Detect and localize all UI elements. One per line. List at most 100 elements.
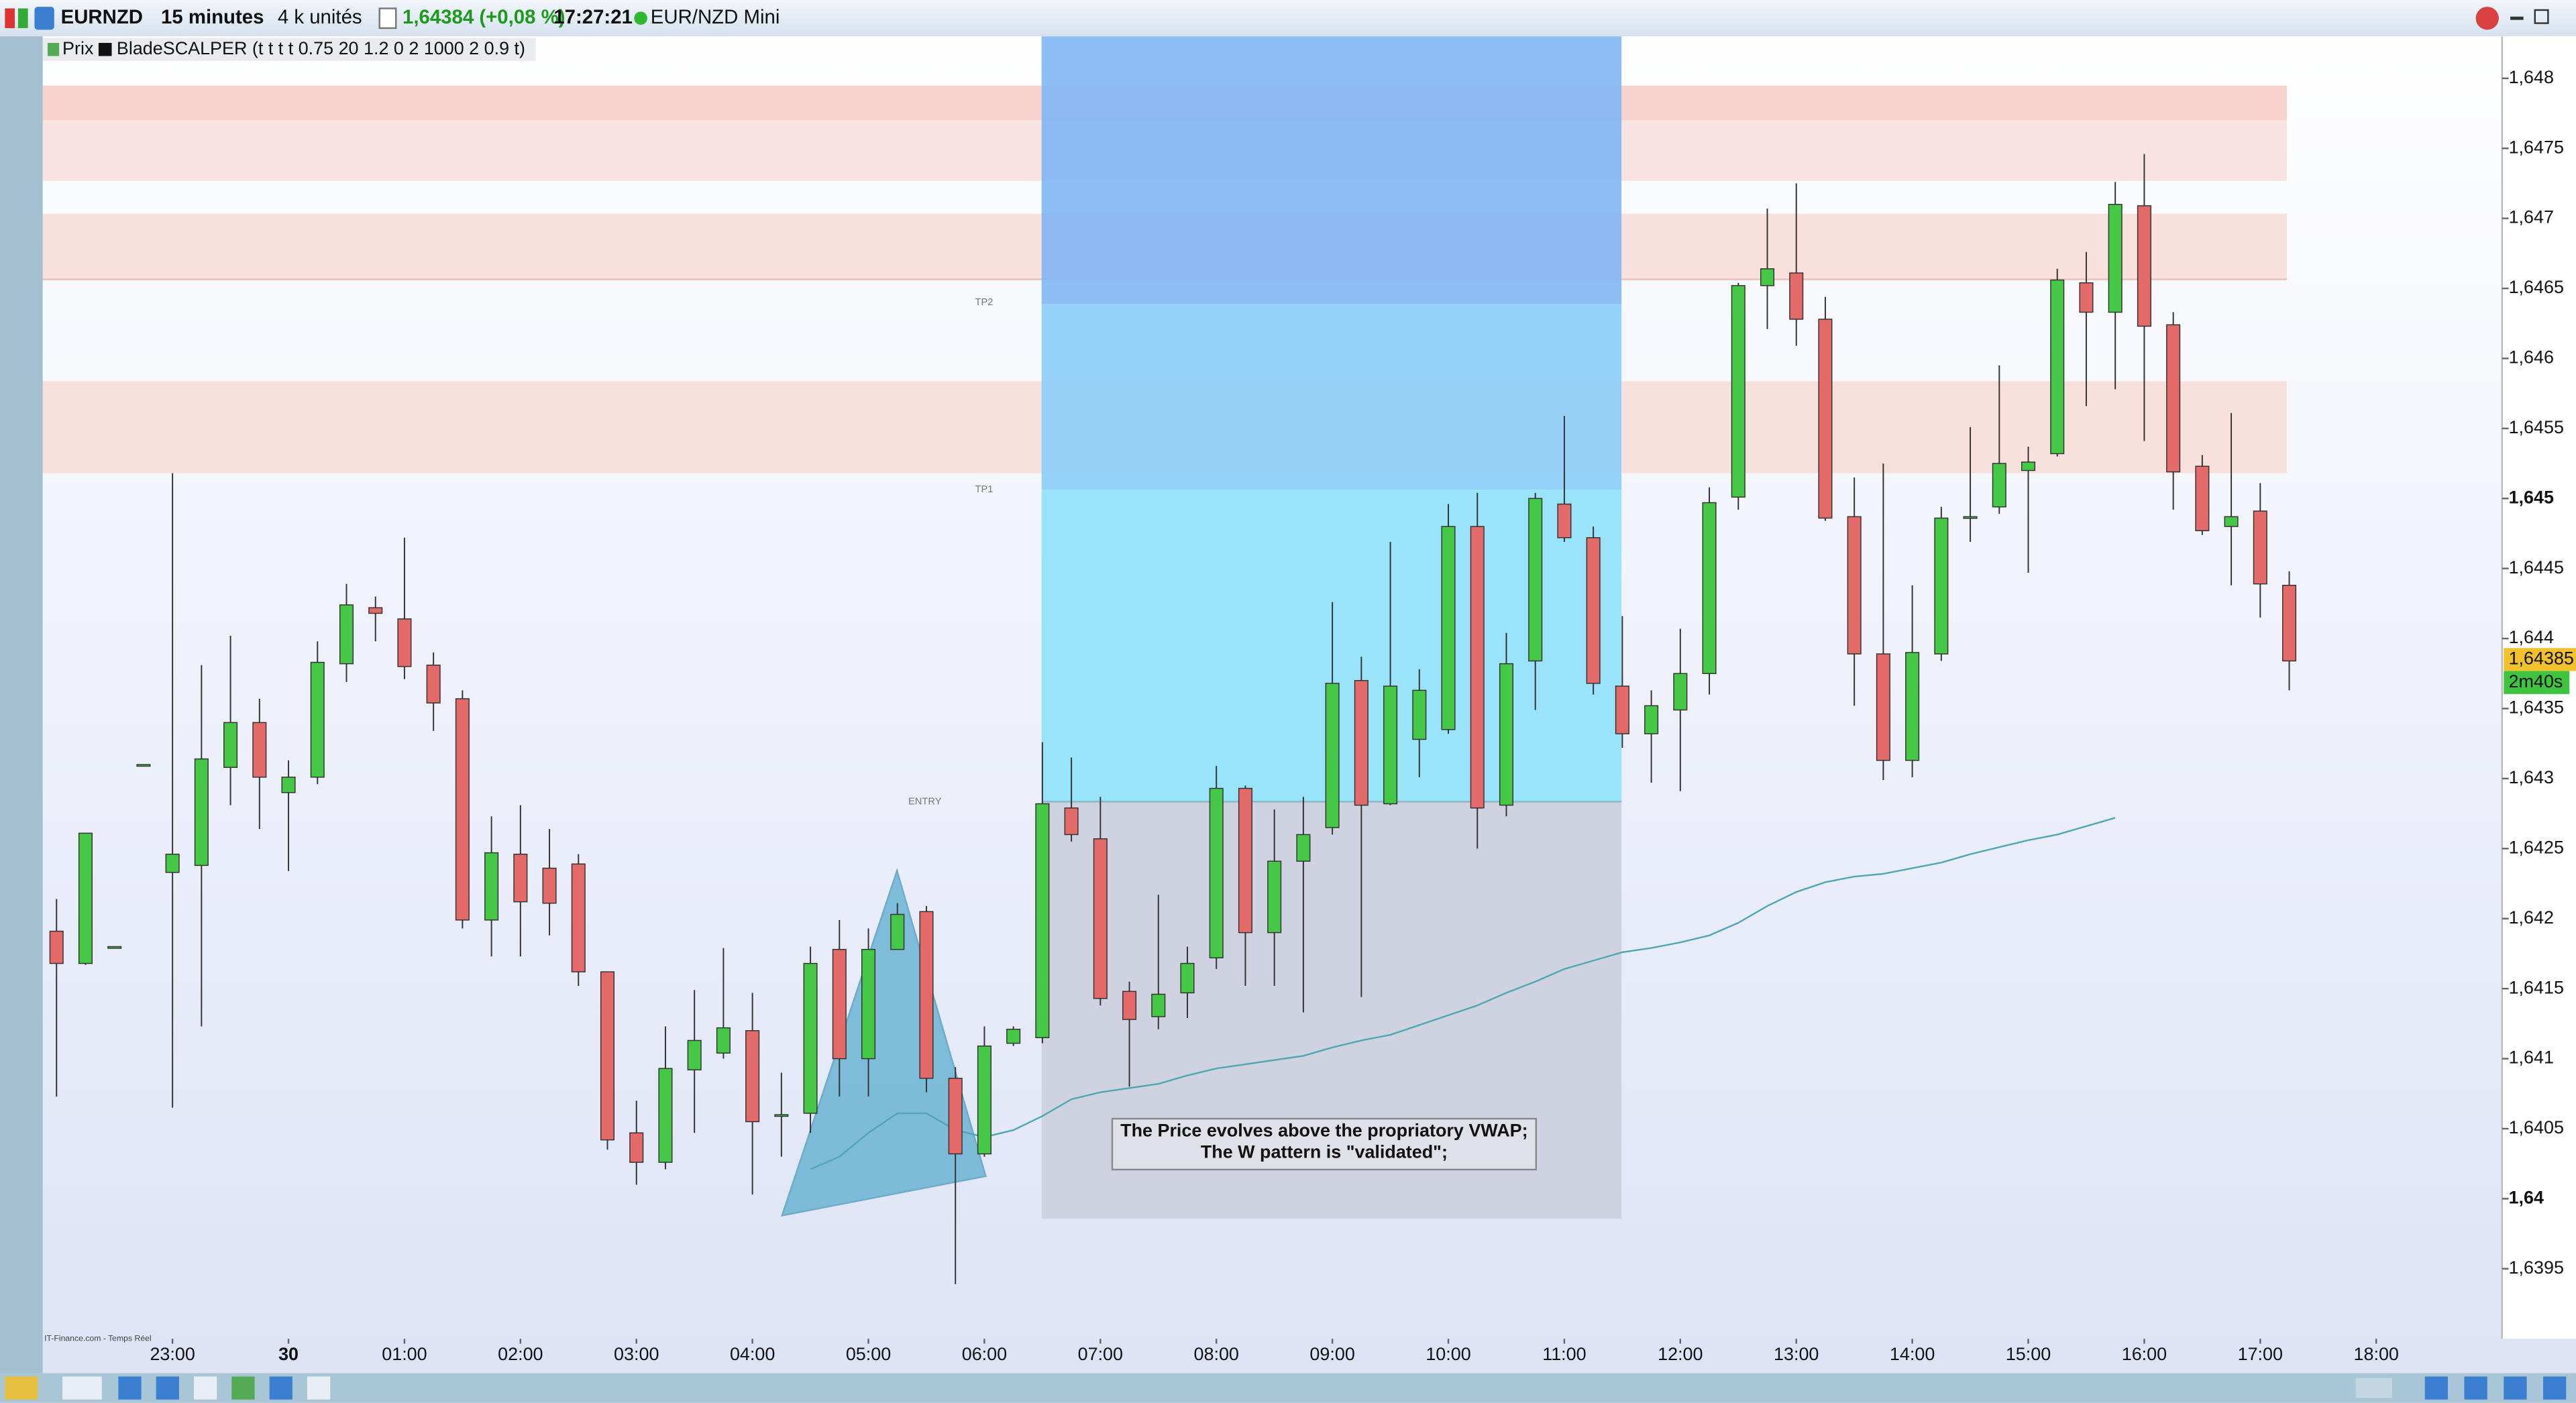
tool[interactable] [62, 1376, 102, 1400]
last-price-label: 1,64385 [2509, 649, 2574, 669]
scroll[interactable] [2355, 1378, 2392, 1398]
candle-body [1064, 807, 1079, 836]
y-tick-label: 1,6395 [2509, 1257, 2564, 1278]
tool[interactable] [307, 1376, 331, 1400]
symbol[interactable]: EURNZD [61, 6, 143, 28]
icon[interactable] [5, 8, 15, 28]
bottom-toolbar [0, 1373, 2576, 1403]
indicator-price[interactable]: Prix [62, 38, 94, 58]
y-tick-label: 1,646 [2509, 347, 2554, 368]
candle-body [1035, 803, 1050, 1038]
y-tick-label: 1,64 [2509, 1187, 2544, 1207]
icon[interactable] [17, 8, 28, 28]
candle-body [2282, 585, 2297, 662]
candle-body [2195, 465, 2210, 532]
candle-body [513, 853, 528, 903]
timer-label: 2m40s [2509, 671, 2563, 691]
x-tick-label: 03:00 [614, 1344, 659, 1364]
icon[interactable] [2475, 7, 2499, 30]
indicator-bar [42, 38, 536, 61]
candle-body [1702, 502, 1717, 675]
tool[interactable] [269, 1376, 292, 1400]
candle-body [890, 913, 905, 950]
candle-body [1992, 463, 2006, 508]
candle-body [1006, 1028, 1021, 1044]
y-tick-label: 1,6425 [2509, 837, 2564, 857]
footer: IT-Finance.com - Temps Réel [44, 1333, 152, 1343]
indicator-system[interactable]: BladeSCALPER (t t t t 0.75 20 1.2 0 2 10… [117, 38, 525, 58]
tool[interactable] [156, 1376, 179, 1400]
y-tick-label: 1,648 [2509, 67, 2554, 87]
candle-body [2166, 324, 2181, 473]
zoom-reset[interactable] [2543, 1376, 2567, 1400]
x-tick-label: 10:00 [1426, 1344, 1470, 1364]
candle-body [1325, 683, 1340, 828]
clock: 17:27:21 [553, 6, 633, 28]
candle-body [687, 1040, 702, 1071]
restore[interactable] [2534, 9, 2549, 24]
candle-body [1905, 652, 1920, 761]
candle-body [2253, 510, 2267, 585]
zoom-in[interactable] [2504, 1376, 2527, 1400]
x-tick-label: 12:00 [1658, 1344, 1703, 1364]
y-tick-label: 1,6475 [2509, 137, 2564, 157]
candle-body [1557, 503, 1572, 539]
y-tick-label: 1,6465 [2509, 277, 2564, 297]
tp2-label: TP2 [975, 297, 993, 308]
candle-body [2108, 204, 2123, 313]
candle-body [1499, 663, 1514, 806]
candle-body [165, 853, 180, 873]
timeframe[interactable]: 15 minutes [161, 6, 264, 28]
entry-label: ENTRY [908, 796, 942, 807]
x-tick-label: 14:00 [1890, 1344, 1935, 1364]
last-price-tag [2504, 648, 2576, 671]
candle-body [629, 1132, 644, 1163]
tool[interactable] [118, 1376, 142, 1400]
candle-body [455, 698, 470, 921]
zoom[interactable] [2424, 1376, 2448, 1400]
plot [49, 154, 2297, 1284]
x-tick-label: 02:00 [498, 1344, 543, 1364]
x-tick-label: 08:00 [1194, 1344, 1239, 1364]
candle-body [78, 832, 93, 964]
quote: 1,64384 (+0,08 %) [402, 6, 566, 28]
candle-body [1731, 285, 1746, 498]
quantity[interactable]: 4 k unités [278, 6, 362, 28]
tool[interactable] [193, 1376, 217, 1400]
x-tick-label: 17:00 [2238, 1344, 2283, 1364]
y-tick-label: 1,643 [2509, 767, 2554, 787]
candle-body [774, 1114, 789, 1117]
candle-body [1383, 685, 1398, 805]
candle-body [339, 604, 354, 665]
x-tick-label: 09:00 [1309, 1344, 1354, 1364]
tool[interactable] [5, 1376, 38, 1400]
candle-body [1093, 838, 1108, 999]
x-tick-label: 13:00 [1774, 1344, 1819, 1364]
candle-body [716, 1027, 731, 1054]
candle-body [1122, 991, 1137, 1020]
tool[interactable] [231, 1376, 255, 1400]
candle-body [1644, 705, 1659, 734]
candle-body [832, 948, 847, 1060]
x-tick-label: 06:00 [962, 1344, 1007, 1364]
x-tick-label: 11:00 [1542, 1344, 1586, 1364]
candle-body [2050, 279, 2065, 455]
candle-body [1354, 680, 1368, 806]
candle-body [368, 607, 383, 614]
candle-body [1673, 673, 1688, 711]
info-icon[interactable] [378, 7, 397, 30]
instrument: EUR/NZD Mini [651, 6, 780, 28]
minimize[interactable] [2510, 16, 2524, 20]
candle-body [2137, 205, 2151, 327]
icon[interactable] [34, 7, 54, 30]
candle-body [223, 722, 238, 768]
candle-body [1470, 526, 1485, 809]
zoom-out[interactable] [2464, 1376, 2487, 1400]
candle-body [2021, 461, 2036, 471]
candle-body [426, 665, 441, 704]
candle-body [1818, 319, 1833, 519]
candle-body [1615, 685, 1629, 734]
note-line: The Price evolves above the propriatory … [1120, 1121, 1527, 1141]
